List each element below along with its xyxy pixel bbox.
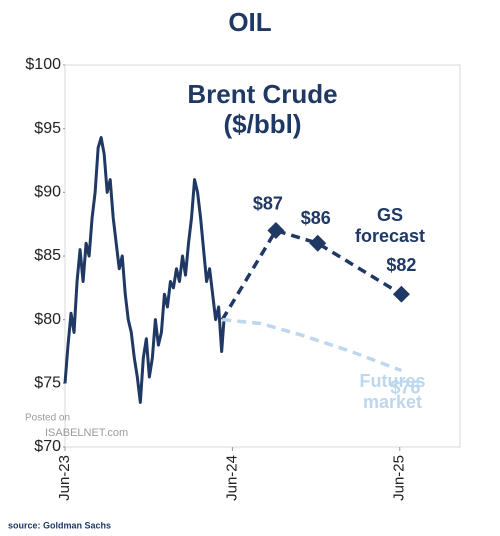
marker [309,234,327,252]
y-tick-label: $70 [34,438,61,455]
x-tick-label: Jun-25 [391,455,408,501]
data-label: $87 [253,193,283,213]
line-series [220,228,403,321]
watermark: ISABELNET.com [45,427,128,439]
y-tick-label: $75 [34,375,61,392]
x-tick-label: Jun-23 [56,455,73,501]
data-label: $76 [390,377,420,397]
marker [392,285,410,303]
marker [267,222,285,240]
data-label: $86 [301,208,331,228]
series-label: GS forecast [354,205,426,246]
y-tick-label: $95 [34,120,61,137]
y-tick-label: $100 [25,56,61,73]
y-tick-label: $90 [34,184,61,201]
chart-subtitle: Brent Crude ($/bbl) [187,79,338,139]
line-series [63,136,226,404]
series-label: Futures market [359,371,426,412]
chart-title: OIL [228,7,271,37]
watermark: Posted on [25,413,70,424]
line-series [222,317,403,373]
y-tick-label: $80 [34,311,61,328]
source: source: Goldman Sachs [8,520,111,530]
x-tick-label: Jun-24 [223,455,240,501]
data-label: $82 [386,255,416,275]
y-tick-label: $85 [34,247,61,264]
